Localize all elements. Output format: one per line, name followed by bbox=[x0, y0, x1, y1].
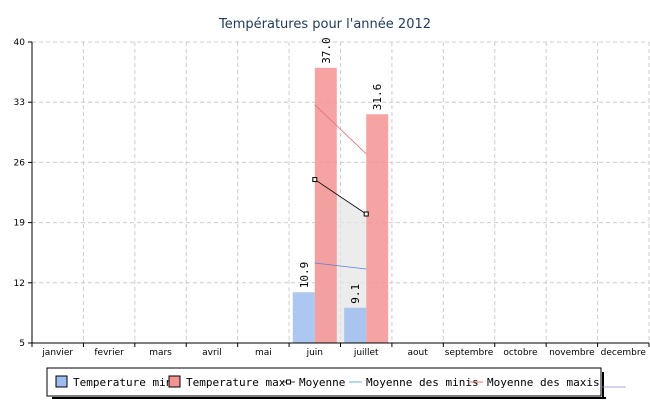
legend-box bbox=[46, 367, 602, 397]
lines bbox=[312, 104, 369, 270]
data-labels: 10.9 9.1 37.0 31.6 bbox=[298, 37, 384, 303]
y-tick-label: 33 bbox=[14, 98, 25, 108]
legend-item-moyenne-des-maxis: Moyenne des maxis bbox=[470, 376, 600, 389]
bar-temperature-min bbox=[344, 307, 367, 343]
legend-swatch-marker bbox=[286, 379, 291, 385]
bar-temperature-max bbox=[366, 114, 389, 344]
legend: Temperature min Temperature max Moyenne Moy… bbox=[46, 367, 626, 399]
legend-item-moyenne-des-minis: Moyenne des minis bbox=[349, 376, 479, 389]
point-moyenne bbox=[363, 211, 369, 217]
data-label: 9.1 bbox=[349, 284, 362, 304]
y-tick-label: 26 bbox=[14, 158, 26, 168]
x-tick-label: decembre bbox=[601, 348, 647, 358]
x-tick-label: octobre bbox=[503, 348, 538, 358]
axes: 5 12 19 26 33 40 janvier fevrier mars avril mai jui… bbox=[14, 38, 650, 358]
line-moyenne bbox=[314, 179, 367, 215]
legend-label: Temperature min bbox=[73, 376, 172, 389]
data-label: 31.6 bbox=[371, 84, 384, 111]
x-tick-label: fevrier bbox=[94, 348, 124, 358]
chart-title: Températures pour l'année 2012 bbox=[218, 17, 431, 32]
bars bbox=[292, 67, 389, 344]
legend-label: Moyenne des minis bbox=[366, 376, 479, 389]
legend-swatch bbox=[168, 375, 181, 388]
data-label: 10.9 bbox=[298, 262, 311, 289]
y-tick-label: 40 bbox=[14, 38, 26, 48]
y-tick-label: 5 bbox=[19, 339, 25, 349]
y-tick-label: 12 bbox=[14, 279, 25, 289]
legend-item-moyenne: Moyenne bbox=[282, 376, 345, 389]
grid bbox=[32, 41, 650, 343]
x-tick-label: septembre bbox=[445, 348, 494, 358]
legend-label: Temperature max bbox=[186, 376, 286, 389]
x-tick-label: juin bbox=[306, 348, 323, 358]
x-tick-label: juillet bbox=[353, 348, 379, 358]
x-tick-label: mai bbox=[255, 348, 272, 358]
y-tick-label: 19 bbox=[14, 219, 26, 229]
data-label: 37.0 bbox=[320, 37, 333, 64]
legend-item-temperature-min: Temperature min bbox=[55, 375, 172, 389]
point-moyenne bbox=[312, 177, 318, 183]
x-tick-label: mars bbox=[149, 348, 172, 358]
bar-temperature-min bbox=[292, 292, 315, 343]
x-tick-label: aout bbox=[407, 348, 428, 358]
x-tick-label: novembre bbox=[549, 348, 595, 358]
legend-label: Moyenne des maxis bbox=[487, 376, 600, 389]
line-moyenne-des-minis bbox=[314, 262, 367, 270]
legend-label: Moyenne bbox=[299, 376, 345, 389]
legend-swatch bbox=[55, 375, 68, 388]
bar-temperature-max bbox=[314, 67, 337, 344]
line-moyenne-des-maxis bbox=[314, 104, 367, 155]
x-tick-label: janvier bbox=[41, 348, 73, 358]
x-tick-label: avril bbox=[202, 348, 222, 358]
legend-item-temperature-max: Temperature max bbox=[168, 375, 286, 389]
